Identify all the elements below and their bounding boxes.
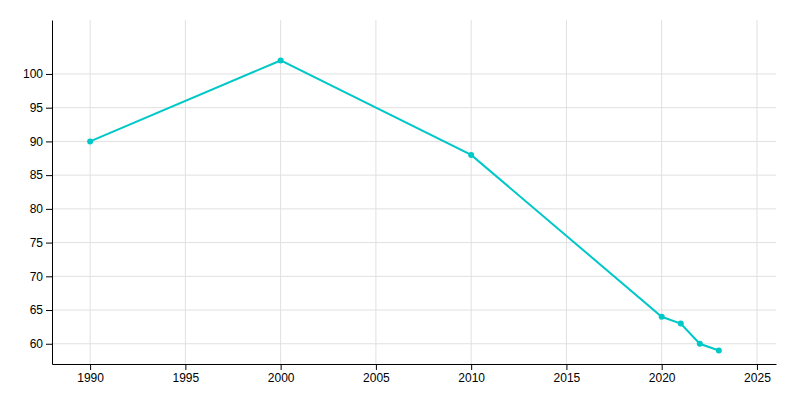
grid-line-y [52, 107, 776, 108]
x-tick-label: 2005 [363, 371, 390, 385]
grid [52, 20, 776, 364]
x-tick-label: 2020 [649, 371, 676, 385]
x-tick-label: 1990 [77, 371, 104, 385]
x-tick: 2005 [363, 364, 390, 385]
chart: 1990 1995 2000 2005 2010 2015 2020 2025 60 65 70 75… [0, 0, 800, 400]
y-tick-label: 60 [30, 337, 44, 351]
y-tick: 80 [30, 202, 52, 216]
y-tick-label: 75 [30, 236, 44, 250]
y-tick: 65 [30, 303, 52, 317]
grid-line-y [52, 208, 776, 209]
x-tick-mark [376, 364, 377, 370]
point [87, 138, 93, 144]
y-axis: 60 65 70 75 80 85 90 95 100 [23, 21, 53, 365]
x-tick: 1990 [77, 364, 104, 385]
y-tick-label: 85 [30, 168, 44, 182]
x-tick-mark [471, 364, 472, 370]
y-tick-mark [46, 209, 52, 210]
grid-line-x [661, 20, 662, 364]
x-tick: 2020 [649, 364, 676, 385]
grid-line-y [52, 343, 776, 344]
grid-line-x [566, 20, 567, 364]
y-tick: 85 [30, 168, 52, 182]
y-tick-mark [46, 276, 52, 277]
point [278, 57, 284, 63]
grid-line-y [52, 141, 776, 142]
y-tick-mark [46, 344, 52, 345]
y-tick-mark [46, 108, 52, 109]
y-tick-label: 70 [30, 270, 44, 284]
grid-line-x [90, 20, 91, 364]
x-tick-mark [757, 364, 758, 370]
x-tick: 2015 [554, 364, 581, 385]
page: {"chart_data": {"type": "line", "x": [19… [0, 0, 800, 400]
x-tick: 2000 [268, 364, 295, 385]
y-tick-mark [46, 175, 52, 176]
grid-line-y [52, 276, 776, 277]
y-tick: 90 [30, 135, 52, 149]
y-tick-label: 95 [30, 101, 44, 115]
grid-line-x [185, 20, 186, 364]
grid-line-y [52, 175, 776, 176]
grid-line-x [375, 20, 376, 364]
y-tick-mark [46, 310, 52, 311]
point [716, 348, 722, 354]
x-tick-label: 1995 [173, 371, 200, 385]
series [87, 57, 722, 353]
x-tick-mark [566, 364, 567, 370]
grid-line-y [52, 73, 776, 74]
point [697, 341, 703, 347]
y-tick-label: 80 [30, 202, 44, 216]
x-tick: 2025 [744, 364, 771, 385]
grid-line-x [471, 20, 472, 364]
grid-line-x [280, 20, 281, 364]
x-tick-mark [662, 364, 663, 370]
x-tick-label: 2010 [458, 371, 485, 385]
x-tick-mark [281, 364, 282, 370]
x-tick-label: 2015 [554, 371, 581, 385]
point [468, 152, 474, 158]
point [659, 314, 665, 320]
x-tick: 1995 [173, 364, 200, 385]
y-tick-mark [46, 243, 52, 244]
point [678, 321, 684, 327]
x-tick-label: 2025 [744, 371, 771, 385]
x-tick-mark [185, 364, 186, 370]
y-tick: 70 [30, 270, 52, 284]
x-tick-label: 2000 [268, 371, 295, 385]
y-tick-label: 65 [30, 303, 44, 317]
y-tick: 60 [30, 337, 52, 351]
grid-line-y [52, 310, 776, 311]
y-tick-label: 90 [30, 135, 44, 149]
y-tick: 95 [30, 101, 52, 115]
x-axis: 1990 1995 2000 2005 2010 2015 2020 2025 [53, 364, 777, 385]
grid-line-x [756, 20, 757, 364]
plot-area: 1990 1995 2000 2005 2010 2015 2020 2025 60 65 70 75… [23, 20, 777, 385]
y-axis-line [52, 21, 53, 365]
y-tick-label: 100 [23, 67, 43, 81]
x-axis-line [53, 364, 777, 365]
y-tick: 75 [30, 236, 52, 250]
y-tick: 100 [23, 67, 52, 81]
y-tick-mark [46, 74, 52, 75]
grid-line-y [52, 242, 776, 243]
x-tick-mark [90, 364, 91, 370]
y-tick-mark [46, 141, 52, 142]
chart-container: 1990 1995 2000 2005 2010 2015 2020 2025 60 65 70 75… [0, 0, 800, 400]
line [90, 60, 719, 350]
x-tick: 2010 [458, 364, 485, 385]
